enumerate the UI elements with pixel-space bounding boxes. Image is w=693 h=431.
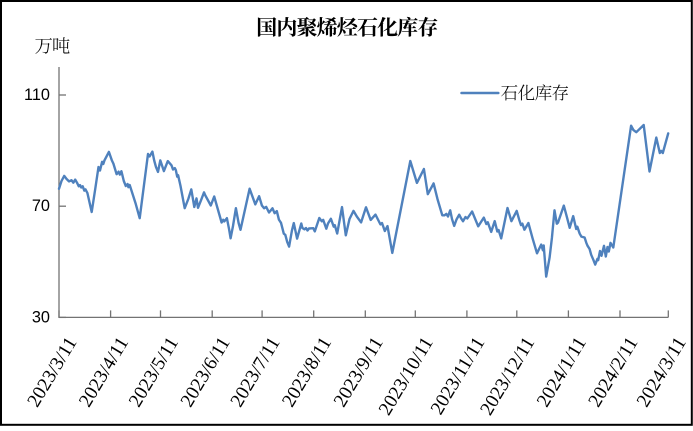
svg-text:70: 70 xyxy=(32,197,50,215)
svg-text:110: 110 xyxy=(24,86,50,104)
svg-text:30: 30 xyxy=(32,308,50,326)
